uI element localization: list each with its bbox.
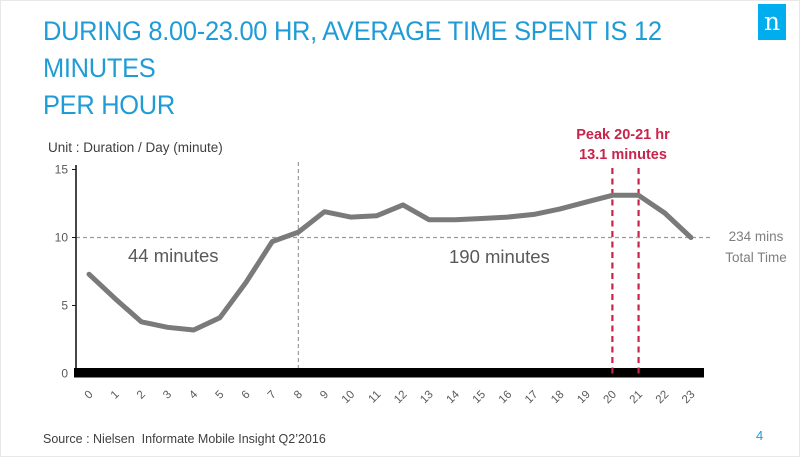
x-axis-label: 12 xyxy=(392,389,410,407)
nielsen-logo: n xyxy=(758,4,786,40)
x-axis-label: 6 xyxy=(240,389,253,402)
x-axis-label: 7 xyxy=(266,389,279,402)
x-axis-label: 20 xyxy=(601,389,619,407)
chart-unit-label: Unit : Duration / Day (minute) xyxy=(48,140,223,155)
y-axis-label: 5 xyxy=(61,299,68,313)
x-axis-baseline-bar xyxy=(74,368,704,378)
page-number: 4 xyxy=(756,428,764,443)
x-axis-label: 17 xyxy=(523,389,541,407)
x-axis-label: 14 xyxy=(444,388,462,406)
x-axis-label: 8 xyxy=(292,389,305,402)
x-axis-label: 19 xyxy=(575,389,593,407)
x-axis-label: 3 xyxy=(161,389,174,402)
x-axis-label: 4 xyxy=(187,388,200,401)
x-axis-label: 22 xyxy=(654,389,672,407)
x-axis-label: 0 xyxy=(83,389,96,402)
y-axis-label: 0 xyxy=(61,367,68,381)
y-axis-label: 10 xyxy=(55,231,69,245)
x-axis-label: 5 xyxy=(213,389,226,402)
x-axis-label: 2 xyxy=(135,389,148,402)
x-axis-label: 23 xyxy=(680,389,698,407)
y-axis-label: 15 xyxy=(55,163,69,177)
annotation-total-time: 234 mins Total Time xyxy=(725,229,787,265)
x-axis-label: 10 xyxy=(340,389,358,407)
x-axis-label: 9 xyxy=(318,389,331,402)
x-axis-label: 18 xyxy=(549,389,567,407)
x-axis-label: 15 xyxy=(471,389,489,407)
x-axis-label: 1 xyxy=(109,389,122,402)
annotation-morning-sum: 44 minutes xyxy=(128,245,219,266)
source-note: Source : Nielsen Informate Mobile Insigh… xyxy=(43,432,326,446)
slide-title: DURING 8.00-23.00 HR, AVERAGE TIME SPENT… xyxy=(43,16,662,120)
x-axis-label: 13 xyxy=(418,389,436,407)
annotation-day-sum: 190 minutes xyxy=(449,246,550,267)
nielsen-logo-letter: n xyxy=(763,7,781,36)
x-axis-label: 16 xyxy=(497,389,515,407)
annotation-peak: Peak 20-21 hr 13.1 minutes xyxy=(576,127,670,163)
x-axis-label: 21 xyxy=(628,389,646,407)
x-axis-label: 11 xyxy=(367,389,384,406)
duration-line-series xyxy=(86,192,694,333)
